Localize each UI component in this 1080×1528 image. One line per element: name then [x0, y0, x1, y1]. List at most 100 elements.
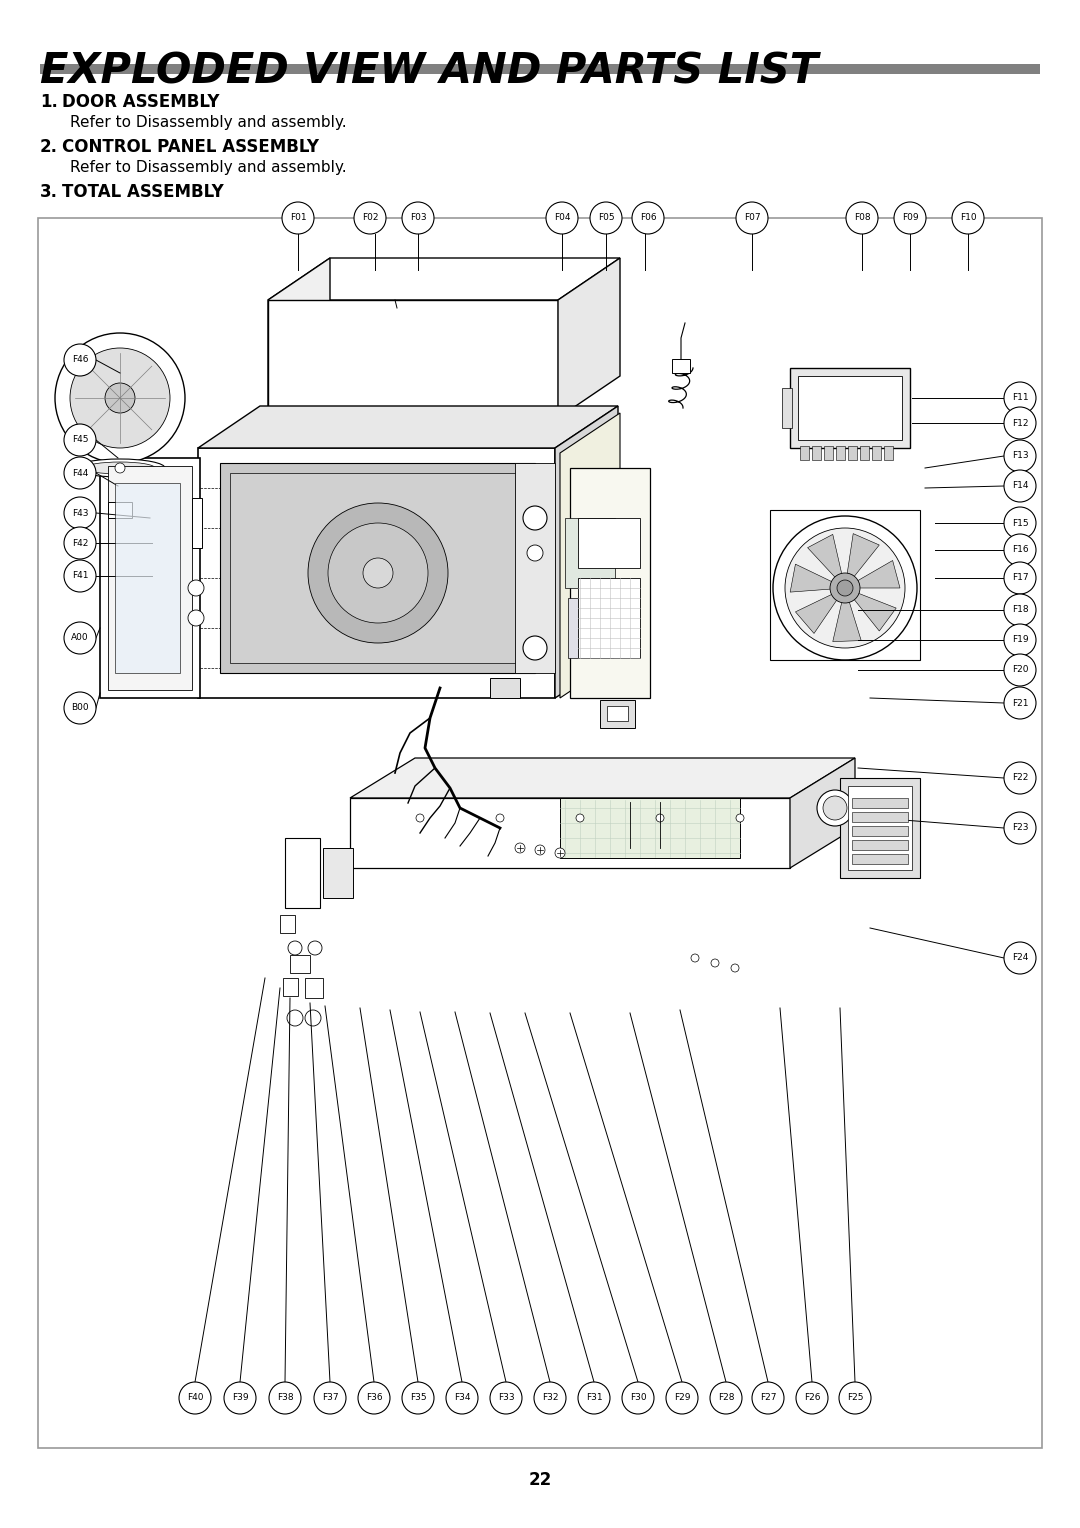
Bar [812, 446, 821, 460]
Circle shape [831, 573, 860, 604]
Polygon shape [847, 533, 879, 582]
Text: F40: F40 [187, 1394, 203, 1403]
Polygon shape [791, 564, 838, 593]
Circle shape [179, 1381, 211, 1413]
Circle shape [846, 202, 878, 234]
Circle shape [64, 344, 96, 376]
Bar [789, 368, 910, 448]
Polygon shape [268, 258, 330, 419]
Polygon shape [555, 406, 618, 698]
Circle shape [656, 814, 664, 822]
Circle shape [188, 610, 204, 626]
Text: TOTAL ASSEMBLY: TOTAL ASSEMBLY [62, 183, 224, 202]
Circle shape [1004, 533, 1036, 565]
Bar [672, 359, 690, 373]
Circle shape [1004, 941, 1036, 973]
Circle shape [416, 814, 424, 822]
Circle shape [576, 814, 584, 822]
Bar [852, 798, 908, 808]
Bar [852, 854, 908, 863]
Ellipse shape [75, 458, 165, 477]
Circle shape [555, 848, 565, 859]
Bar [607, 706, 627, 721]
Bar [836, 446, 845, 460]
Bar [578, 518, 640, 568]
Circle shape [105, 384, 135, 413]
Circle shape [823, 796, 847, 821]
Text: F22: F22 [1012, 773, 1028, 782]
Polygon shape [268, 258, 620, 299]
Circle shape [314, 1381, 346, 1413]
Text: A00: A00 [71, 634, 89, 642]
Circle shape [224, 1381, 256, 1413]
Text: F25: F25 [847, 1394, 863, 1403]
Circle shape [287, 1010, 303, 1025]
Text: F21: F21 [1012, 698, 1028, 707]
Circle shape [523, 636, 546, 660]
Circle shape [1004, 623, 1036, 656]
Bar [770, 510, 920, 660]
Polygon shape [198, 448, 555, 698]
Text: F09: F09 [902, 214, 918, 223]
Text: F13: F13 [1012, 451, 1028, 460]
Bar [852, 840, 908, 850]
Circle shape [1004, 471, 1036, 503]
Text: F34: F34 [454, 1394, 470, 1403]
Polygon shape [558, 258, 620, 419]
Text: F18: F18 [1012, 605, 1028, 614]
Text: F44: F44 [71, 469, 89, 477]
Bar [872, 446, 881, 460]
Circle shape [711, 960, 719, 967]
Circle shape [546, 202, 578, 234]
Bar [285, 837, 320, 908]
Polygon shape [350, 758, 855, 798]
Polygon shape [808, 535, 843, 582]
Bar [860, 446, 869, 460]
Text: F38: F38 [276, 1394, 294, 1403]
Circle shape [308, 503, 448, 643]
Text: F29: F29 [674, 1394, 690, 1403]
Circle shape [731, 964, 739, 972]
Text: F17: F17 [1012, 573, 1028, 582]
Polygon shape [796, 591, 840, 634]
Text: 2.: 2. [40, 138, 58, 156]
Circle shape [951, 202, 984, 234]
Circle shape [534, 1381, 566, 1413]
Circle shape [496, 814, 504, 822]
Circle shape [1004, 440, 1036, 472]
Bar [490, 678, 519, 698]
Circle shape [64, 527, 96, 559]
Text: F20: F20 [1012, 666, 1028, 674]
Text: F36: F36 [366, 1394, 382, 1403]
Polygon shape [850, 591, 896, 631]
Polygon shape [100, 458, 200, 698]
Circle shape [578, 1381, 610, 1413]
Circle shape [288, 941, 302, 955]
Text: F11: F11 [1012, 394, 1028, 402]
Circle shape [590, 202, 622, 234]
Circle shape [446, 1381, 478, 1413]
Bar [38, 219, 1042, 1449]
Circle shape [305, 1010, 321, 1025]
Text: 3.: 3. [40, 183, 58, 202]
Circle shape [527, 545, 543, 561]
Polygon shape [789, 758, 855, 868]
Circle shape [188, 581, 204, 596]
Text: F04: F04 [554, 214, 570, 223]
Bar [782, 388, 792, 428]
Text: F02: F02 [362, 214, 378, 223]
Circle shape [837, 581, 853, 596]
Bar [600, 700, 635, 727]
Circle shape [402, 202, 434, 234]
Text: Refer to Disassembly and assembly.: Refer to Disassembly and assembly. [70, 160, 347, 176]
Text: F06: F06 [639, 214, 657, 223]
Bar [568, 597, 613, 659]
Text: F27: F27 [759, 1394, 777, 1403]
Bar [852, 811, 908, 822]
Circle shape [269, 1381, 301, 1413]
Bar [230, 474, 525, 663]
Polygon shape [833, 596, 861, 642]
Text: 1.: 1. [40, 93, 58, 112]
Circle shape [1004, 811, 1036, 843]
Polygon shape [570, 468, 650, 698]
